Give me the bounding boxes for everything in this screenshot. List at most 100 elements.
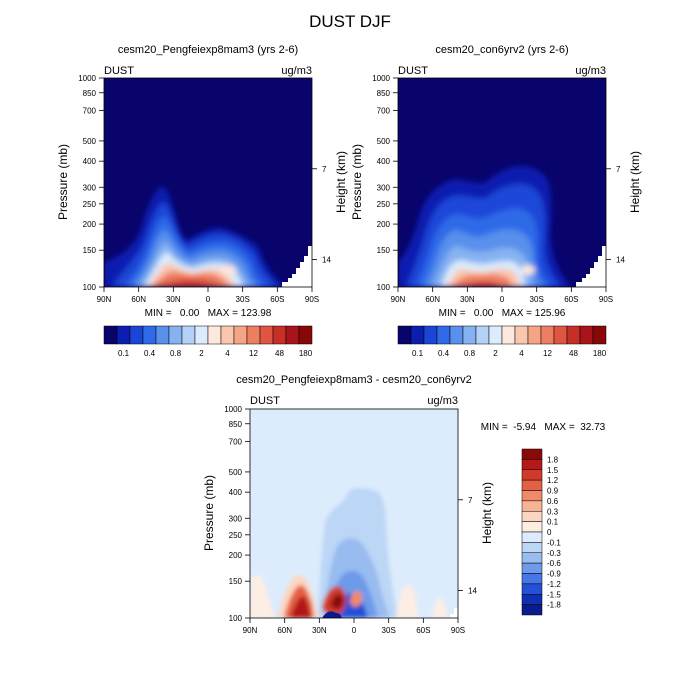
x-tick-label: 90N <box>97 295 112 304</box>
colorbar-swatch <box>488 325 503 345</box>
x-tick-label: 30S <box>382 626 396 635</box>
y-tick-label: 250 <box>229 531 243 540</box>
colorbar-swatch <box>246 325 261 345</box>
colorbar-label: 0 <box>547 528 552 537</box>
units-label: ug/m3 <box>427 395 458 407</box>
units-label: ug/m3 <box>281 65 312 77</box>
y-tick-label: 300 <box>377 183 391 192</box>
y-tick-label: 250 <box>377 200 391 209</box>
colorbar-swatch <box>521 511 543 522</box>
colorbar-swatch <box>181 325 196 345</box>
x-tick-label: 90S <box>305 295 319 304</box>
colorbar-swatch <box>521 521 543 533</box>
colorbar-label: 0.4 <box>144 349 156 358</box>
colorbar-swatch <box>521 562 543 574</box>
colorbar-swatch <box>521 594 543 605</box>
colorbar-swatch <box>436 325 451 345</box>
colorbar-label: 4 <box>225 349 230 358</box>
figure-title: DUST DJF <box>309 12 391 31</box>
contour-field <box>398 78 606 287</box>
colorbar-swatch <box>521 552 543 564</box>
colorbar-swatch <box>103 325 118 345</box>
colorbar: 0.1 0.4 0.8 2 4 12 48 180 <box>397 325 607 358</box>
y-tick-label: 850 <box>377 89 391 98</box>
height-axis-label: Height (km) <box>334 151 348 213</box>
colorbar-swatch <box>116 325 131 345</box>
height-tick-label: 14 <box>322 256 331 265</box>
y-axis-label: Pressure (mb) <box>56 144 70 220</box>
panel-control: cesm20_con6yrv2 (yrs 2-6) DUST ug/m3 100… <box>350 44 642 358</box>
contour-field <box>104 78 312 287</box>
y-tick-label: 100 <box>377 283 391 292</box>
y-tick-label: 200 <box>229 551 243 560</box>
y-tick-label: 150 <box>229 577 243 586</box>
min-max-stats: MIN = 0.00 MAX = 125.96 <box>439 308 566 319</box>
colorbar-swatch <box>521 479 543 491</box>
colorbar-swatch <box>285 325 300 345</box>
y-tick-label: 700 <box>377 106 391 115</box>
colorbar-swatch <box>220 325 235 345</box>
y-tick-label: 150 <box>377 246 391 255</box>
y-tick-label: 1000 <box>224 405 242 414</box>
colorbar-swatch <box>298 325 313 345</box>
min-max-stats: MIN = -5.94 MAX = 32.73 <box>481 422 606 433</box>
height-axis-label: Height (km) <box>628 151 642 213</box>
height-tick-label: 7 <box>322 165 327 174</box>
colorbar-label: 1.2 <box>547 476 559 485</box>
colorbar-swatch <box>527 325 542 345</box>
height-axis: 14 7 <box>606 165 625 265</box>
colorbar-label: 2 <box>199 349 204 358</box>
colorbar-label: 48 <box>275 349 284 358</box>
colorbar-swatch <box>521 490 543 502</box>
x-tick-label: 60S <box>416 626 430 635</box>
y-tick-label: 500 <box>229 468 243 477</box>
colorbar-label: 2 <box>493 349 498 358</box>
colorbar-swatch <box>521 573 543 585</box>
x-tick-label: 60S <box>270 295 284 304</box>
colorbar-label: -0.3 <box>547 549 561 558</box>
colorbar-label: 180 <box>593 349 607 358</box>
height-tick-label: 14 <box>616 256 625 265</box>
x-tick-label: 30S <box>530 295 544 304</box>
colorbar-label: -0.9 <box>547 570 561 579</box>
min-max-stats: MIN = 0.00 MAX = 123.98 <box>145 308 272 319</box>
x-tick-label: 90S <box>599 295 613 304</box>
colorbar-swatch <box>475 325 490 345</box>
colorbar-swatch <box>155 325 170 345</box>
colorbar-swatch <box>521 531 543 543</box>
colorbar-label: 12 <box>543 349 552 358</box>
x-tick-label: 30N <box>166 295 181 304</box>
colorbar-swatch <box>592 325 607 345</box>
x-tick-label: 90N <box>391 295 406 304</box>
colorbar-label: 0.8 <box>464 349 476 358</box>
colorbar-label: 0.1 <box>118 349 130 358</box>
y-tick-label: 150 <box>83 246 97 255</box>
colorbar-swatch <box>168 325 183 345</box>
colorbar-label: 1.8 <box>547 455 559 464</box>
colorbar-swatch <box>449 325 464 345</box>
panel-title: cesm20_con6yrv2 (yrs 2-6) <box>435 44 568 56</box>
x-tick-label: 0 <box>500 295 505 304</box>
colorbar-swatch <box>566 325 581 345</box>
colorbar-label: 0.3 <box>547 507 559 516</box>
colorbar-swatch <box>129 325 144 345</box>
colorbar-swatch <box>553 325 568 345</box>
y-tick-label: 850 <box>83 89 97 98</box>
y-tick-label: 400 <box>377 157 391 166</box>
y-axis: 100 150 200 250 300 400 500 700 850 1000 <box>372 74 398 292</box>
colorbar-swatch <box>521 500 543 512</box>
y-tick-label: 850 <box>229 420 243 429</box>
colorbar-label: 4 <box>519 349 524 358</box>
colorbar-swatch <box>521 459 543 470</box>
colorbar-label: 0.1 <box>547 518 559 527</box>
x-tick-label: 60N <box>131 295 146 304</box>
y-axis-label: Pressure (mb) <box>350 144 364 220</box>
colorbar-label: 0.6 <box>547 497 559 506</box>
colorbar-label: -1.5 <box>547 590 561 599</box>
y-tick-label: 400 <box>229 488 243 497</box>
y-tick-label: 1000 <box>78 74 96 83</box>
height-axis: 14 7 <box>458 496 477 596</box>
colorbar-swatch <box>521 604 543 616</box>
x-tick-label: 60N <box>277 626 292 635</box>
colorbar-swatch <box>423 325 438 345</box>
